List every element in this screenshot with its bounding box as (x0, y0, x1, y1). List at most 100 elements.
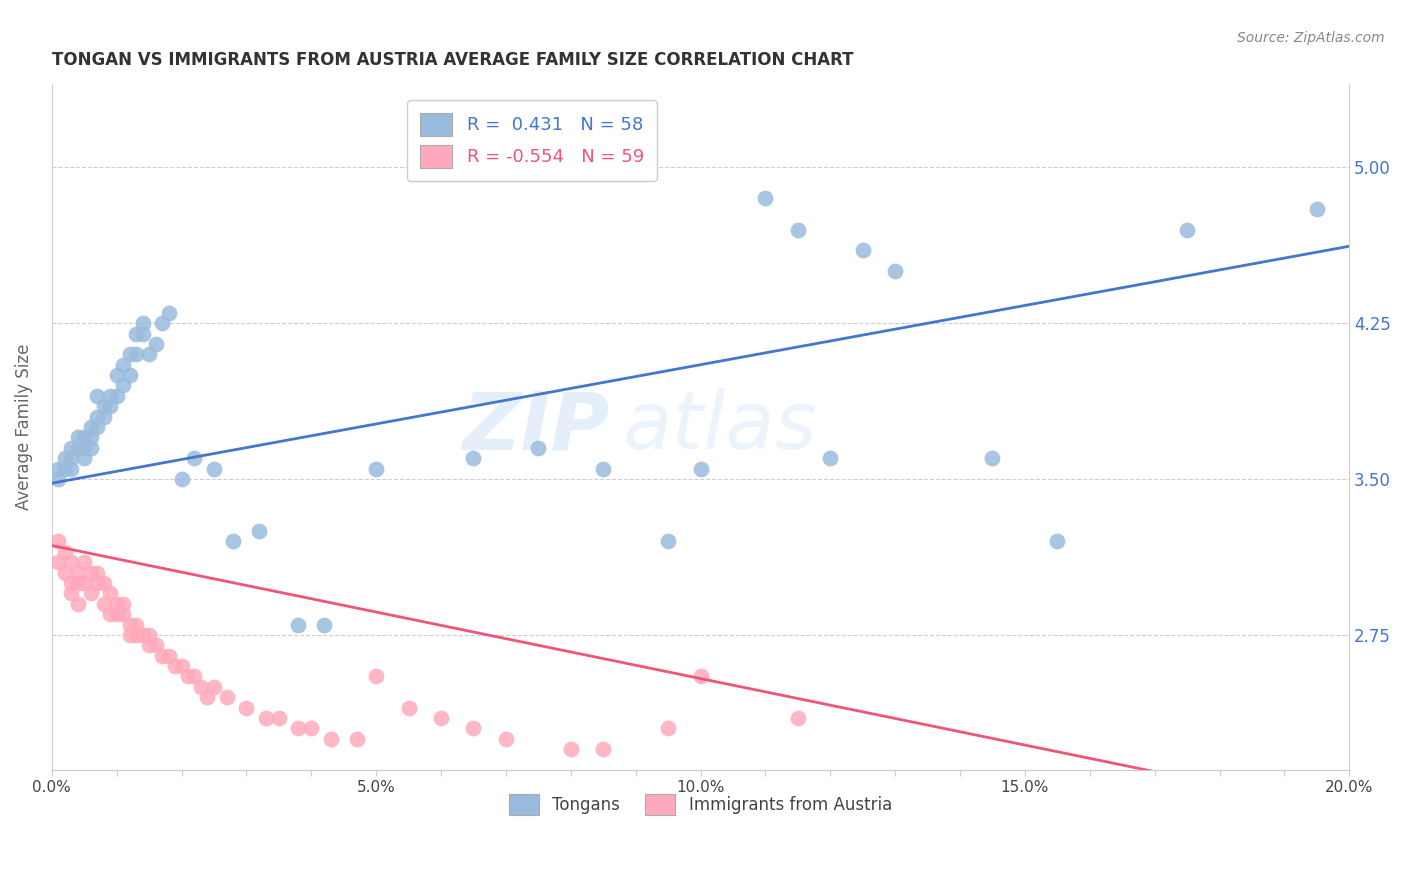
Point (138, 638, 160, 652)
Point (689, 461, 711, 475)
Point (60, 441, 83, 455)
Point (73, 576, 96, 591)
Point (98, 586, 121, 600)
Point (93, 399, 115, 413)
Point (66, 441, 89, 455)
Point (366, 669, 388, 683)
Point (131, 316, 153, 330)
Point (105, 597, 128, 611)
Point (1306, 202, 1329, 216)
Point (131, 326, 153, 341)
Point (66, 566, 89, 580)
Point (366, 461, 388, 475)
Point (53, 566, 76, 580)
Point (98, 399, 121, 413)
Point (105, 368, 128, 383)
Point (118, 628, 141, 642)
Point (60, 576, 83, 591)
Point (592, 742, 614, 756)
Point (346, 731, 368, 746)
Y-axis label: Average Family Size: Average Family Size (15, 344, 32, 510)
Point (73, 451, 96, 466)
Point (463, 722, 485, 736)
Point (66, 430, 89, 444)
Point (592, 461, 614, 475)
Point (46, 461, 69, 475)
Point (125, 628, 148, 642)
Point (46, 472, 69, 486)
Point (1046, 534, 1069, 549)
Point (754, 191, 776, 205)
Point (150, 648, 173, 663)
Point (138, 628, 160, 642)
Point (73, 430, 96, 444)
Point (86, 566, 108, 580)
Point (657, 534, 679, 549)
Point (73, 441, 96, 455)
Point (60, 555, 83, 569)
Point (786, 222, 808, 236)
Point (852, 244, 875, 258)
Point (98, 389, 121, 403)
Point (86, 576, 108, 591)
Point (170, 472, 193, 486)
Point (46, 534, 69, 549)
Point (202, 680, 225, 694)
Point (267, 711, 290, 725)
Point (222, 534, 245, 549)
Point (79, 566, 101, 580)
Point (125, 617, 148, 632)
Text: ZIP: ZIP (463, 388, 610, 466)
Point (93, 597, 115, 611)
Point (145, 337, 167, 351)
Point (254, 711, 277, 725)
Point (177, 669, 200, 683)
Point (235, 700, 257, 714)
Point (215, 690, 238, 705)
Point (287, 722, 309, 736)
Point (190, 680, 212, 694)
Point (981, 451, 1004, 466)
Point (112, 607, 135, 621)
Point (145, 638, 167, 652)
Point (93, 409, 115, 424)
Point (66, 597, 89, 611)
Point (247, 524, 270, 538)
Point (79, 420, 101, 434)
Text: TONGAN VS IMMIGRANTS FROM AUSTRIA AVERAGE FAMILY SIZE CORRELATION CHART: TONGAN VS IMMIGRANTS FROM AUSTRIA AVERAG… (52, 51, 853, 69)
Point (46, 555, 69, 569)
Point (163, 659, 186, 673)
Point (689, 669, 711, 683)
Point (157, 306, 180, 320)
Point (657, 722, 679, 736)
Point (73, 555, 96, 569)
Point (495, 731, 517, 746)
Text: atlas: atlas (623, 388, 817, 466)
Point (53, 461, 76, 475)
Point (60, 586, 83, 600)
Point (820, 451, 842, 466)
Point (157, 648, 180, 663)
Point (131, 628, 153, 642)
Point (125, 326, 148, 341)
Point (314, 617, 336, 632)
Point (786, 711, 808, 725)
Point (60, 451, 83, 466)
Point (560, 742, 582, 756)
Point (118, 347, 141, 361)
Point (150, 316, 173, 330)
Point (398, 700, 420, 714)
Point (79, 586, 101, 600)
Point (93, 576, 115, 591)
Point (319, 731, 342, 746)
Point (79, 441, 101, 455)
Point (86, 420, 108, 434)
Point (118, 368, 141, 383)
Point (105, 389, 128, 403)
Point (66, 576, 89, 591)
Text: Source: ZipAtlas.com: Source: ZipAtlas.com (1237, 31, 1385, 45)
Point (287, 617, 309, 632)
Point (53, 451, 76, 466)
Point (86, 389, 108, 403)
Point (105, 607, 128, 621)
